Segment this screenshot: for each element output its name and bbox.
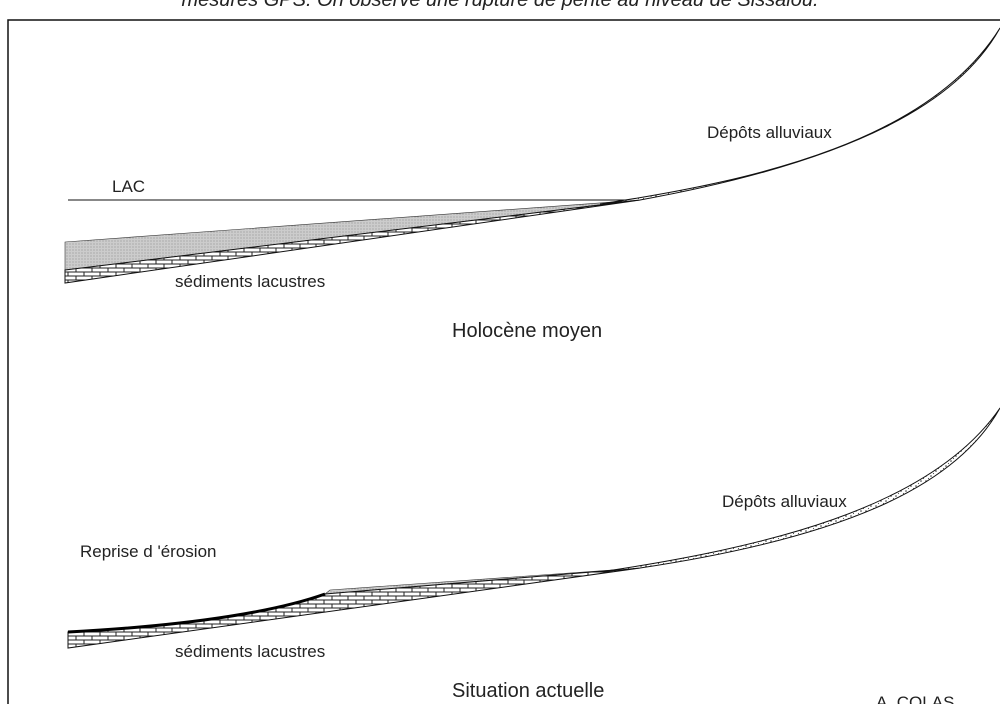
top-panel: LAC Dépôts alluviaux sédiments lacustres… bbox=[65, 28, 1000, 342]
lake-label: LAC bbox=[112, 177, 145, 196]
alluvial-label: Dépôts alluviaux bbox=[707, 123, 832, 142]
panel-title: Holocène moyen bbox=[452, 320, 602, 342]
sediment-label: sédiments lacustres bbox=[175, 642, 325, 661]
page: mesures GPS. On observe une rupture de p… bbox=[0, 0, 1000, 704]
alluvial-deposit bbox=[600, 28, 1000, 204]
lacustrine-sediment bbox=[68, 568, 640, 648]
erosion-label: Reprise d 'érosion bbox=[80, 542, 216, 561]
sediment-label: sédiments lacustres bbox=[175, 272, 325, 291]
credit: A. COLAS bbox=[876, 693, 954, 704]
alluvial-label: Dépôts alluviaux bbox=[722, 492, 847, 511]
caption: mesures GPS. On observe une rupture de p… bbox=[181, 0, 818, 11]
alluvial-deposit bbox=[600, 408, 1000, 572]
diagram: mesures GPS. On observe une rupture de p… bbox=[0, 0, 1000, 704]
frame bbox=[8, 20, 1000, 704]
panel-title: Situation actuelle bbox=[452, 680, 604, 702]
bottom-panel: Reprise d 'érosion Dépôts alluviaux sédi… bbox=[68, 408, 1000, 702]
